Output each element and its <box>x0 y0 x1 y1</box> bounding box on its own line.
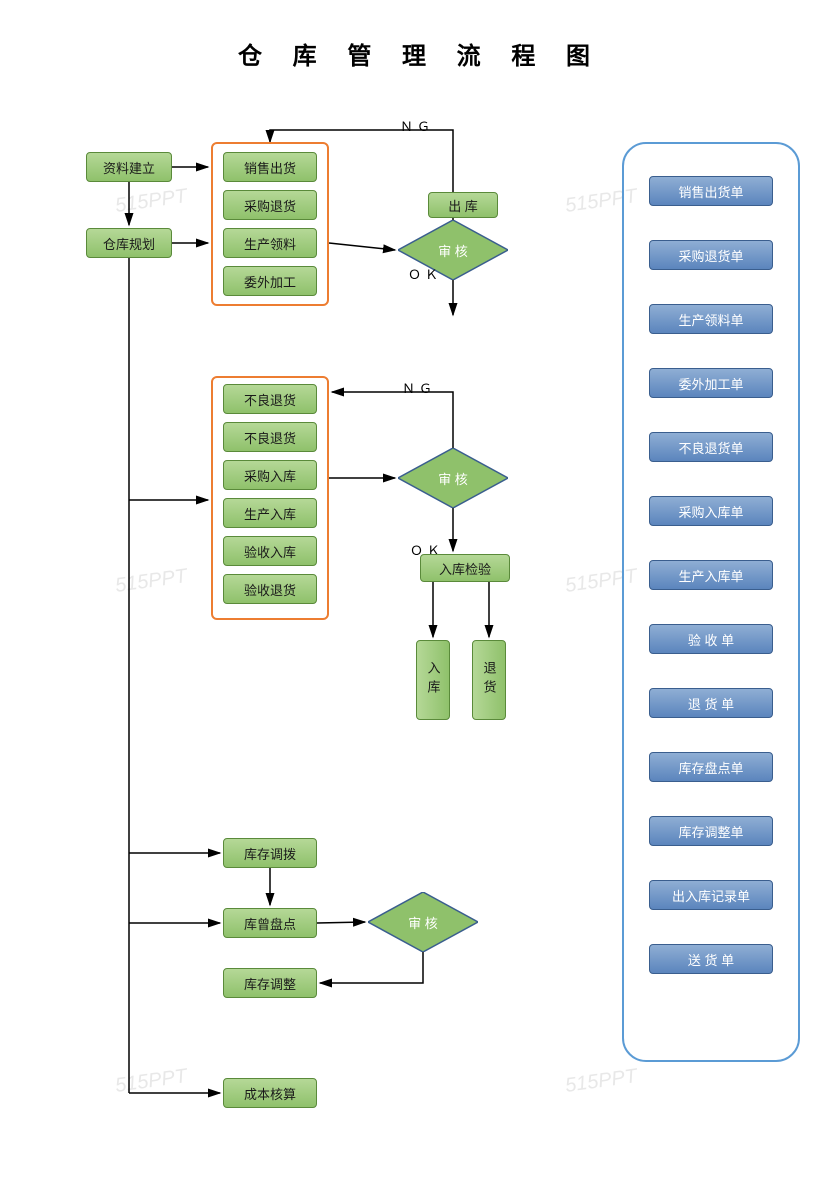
label-ng-2: ＮＧ <box>402 378 436 397</box>
label-ok-1: ＯＫ <box>408 264 442 283</box>
doc-production-in: 生产入库单 <box>649 560 773 590</box>
node-sales-ship: 销售出货 <box>223 152 317 182</box>
node-defect-return-2: 不良退货 <box>223 422 317 452</box>
node-cost: 成本核算 <box>223 1078 317 1108</box>
node-warehouse-plan: 仓库规划 <box>86 228 172 258</box>
decision-audit-3: 审 核 <box>368 892 478 952</box>
node-defect-return-1: 不良退货 <box>223 384 317 414</box>
doc-delivery: 送 货 单 <box>649 944 773 974</box>
node-outbound: 出 库 <box>428 192 498 218</box>
watermark: 515PPT <box>114 185 189 218</box>
doc-outsource: 委外加工单 <box>649 368 773 398</box>
page-title: 仓 库 管 理 流 程 图 <box>0 36 840 71</box>
decision-audit-2: 审 核 <box>398 448 508 508</box>
doc-defect-return: 不良退货单 <box>649 432 773 462</box>
node-outsource: 委外加工 <box>223 266 317 296</box>
doc-sales-ship: 销售出货单 <box>649 176 773 206</box>
node-acceptance-return: 验收退货 <box>223 574 317 604</box>
node-production-pick: 生产领料 <box>223 228 317 258</box>
node-transfer: 库存调拨 <box>223 838 317 868</box>
node-inbound: 入库 <box>416 640 450 720</box>
node-inbound-inspect: 入库检验 <box>420 554 510 582</box>
node-purchase-return: 采购退货 <box>223 190 317 220</box>
node-data-setup: 资料建立 <box>86 152 172 182</box>
doc-return: 退 货 单 <box>649 688 773 718</box>
node-adjust: 库存调整 <box>223 968 317 998</box>
doc-purchase-return: 采购退货单 <box>649 240 773 270</box>
node-return: 退货 <box>472 640 506 720</box>
doc-inventory: 库存盘点单 <box>649 752 773 782</box>
watermark: 515PPT <box>114 565 189 598</box>
document-panel <box>622 142 800 1062</box>
node-inventory: 库曾盘点 <box>223 908 317 938</box>
node-purchase-in: 采购入库 <box>223 460 317 490</box>
doc-inout-record: 出入库记录单 <box>649 880 773 910</box>
watermark: 515PPT <box>114 1065 189 1098</box>
doc-production-pick: 生产领料单 <box>649 304 773 334</box>
doc-adjust: 库存调整单 <box>649 816 773 846</box>
doc-acceptance: 验 收 单 <box>649 624 773 654</box>
watermark: 515PPT <box>564 1065 639 1098</box>
doc-purchase-in: 采购入库单 <box>649 496 773 526</box>
label-ng-1: ＮＧ <box>400 116 434 135</box>
node-acceptance-in: 验收入库 <box>223 536 317 566</box>
node-production-in: 生产入库 <box>223 498 317 528</box>
